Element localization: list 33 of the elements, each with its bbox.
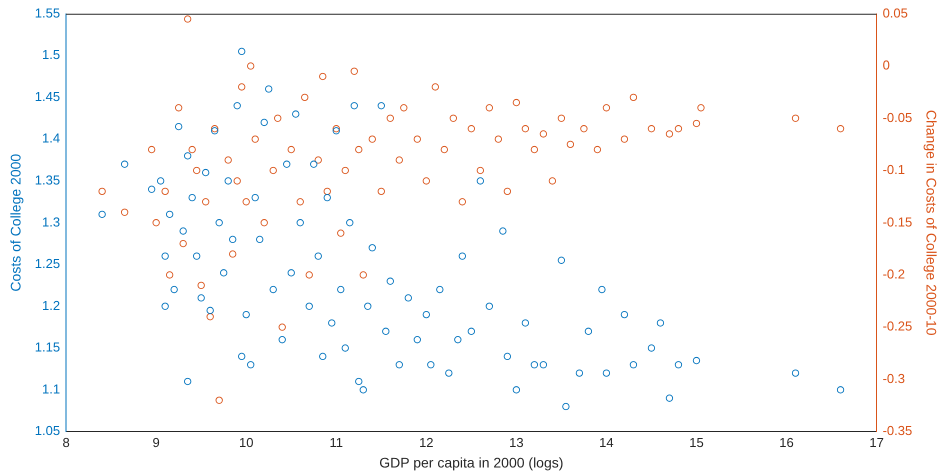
y2-tick-label: -0.1 (882, 162, 905, 178)
x-tick-label: 11 (330, 434, 344, 450)
y-tick-label: 1.05 (34, 423, 60, 438)
x-tick-label: 14 (599, 434, 614, 450)
y-tick-label: 1.2 (42, 298, 60, 313)
x-tick-label: 12 (419, 434, 434, 450)
x-tick-label: 16 (779, 434, 794, 450)
x-tick-label: 13 (509, 434, 524, 450)
x-tick-label: 15 (689, 434, 704, 450)
y2-tick-label: 0.05 (882, 5, 908, 20)
y-tick-label: 1.5 (42, 47, 60, 62)
y2-axis-title: Change in Costs of College 2000-10 (924, 110, 940, 336)
y2-tick-label: -0.35 (882, 423, 912, 438)
x-axis-title: GDP per capita in 2000 (logs) (379, 454, 564, 470)
y-tick-label: 1.35 (34, 172, 60, 188)
y-axis-title: Costs of College 2000 (7, 154, 24, 292)
x-tick-label: 10 (238, 434, 254, 450)
y2-tick-label: -0.15 (882, 214, 912, 230)
y-tick-label: 1.3 (42, 214, 60, 230)
x-tick-label: 8 (62, 434, 70, 450)
y-tick-label: 1.1 (42, 381, 60, 396)
x-tick-label: 9 (152, 434, 160, 450)
y2-tick-label: 0 (882, 58, 890, 73)
y2-tick-label: -0.05 (882, 110, 912, 125)
y-tick-label: 1.4 (42, 130, 60, 146)
x-tick-label: 17 (869, 434, 884, 450)
y-tick-label: 1.55 (34, 5, 60, 20)
y-tick-label: 1.45 (34, 88, 60, 104)
y2-tick-label: -0.25 (882, 318, 912, 334)
y-tick-label: 1.15 (34, 340, 60, 355)
y2-tick-label: -0.2 (882, 266, 905, 282)
y-tick-label: 1.25 (34, 256, 60, 272)
y2-tick-label: -0.3 (882, 370, 905, 386)
